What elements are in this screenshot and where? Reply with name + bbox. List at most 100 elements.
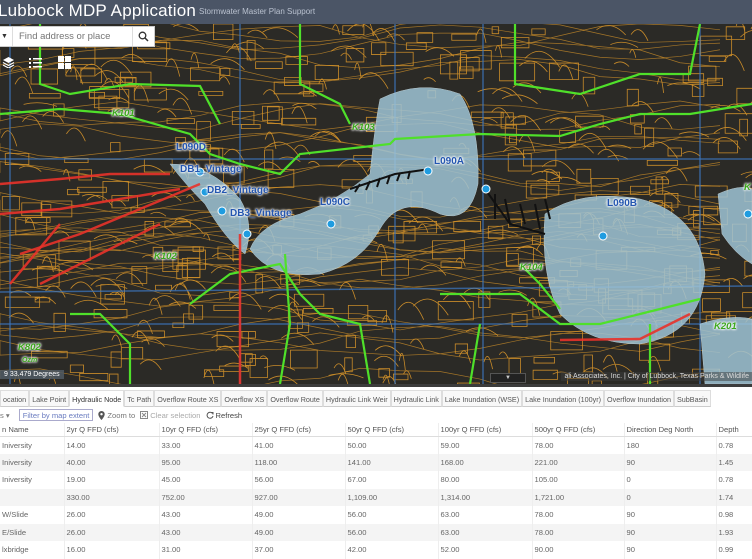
column-header[interactable]: 100yr Q FFD (cfs)	[438, 423, 533, 437]
map-pin-icon	[98, 410, 106, 420]
tab-hydraulic-link-weir[interactable]: Hydraulic Link Weir	[322, 390, 391, 407]
map-attribution: ali Associates, Inc. | City of Lubbock, …	[561, 372, 752, 381]
table-cell: 90	[624, 523, 717, 541]
search-widget: ▼	[0, 26, 155, 47]
map-view[interactable]: K101 K103 K102 K104 K802 K201 K Ozm L090…	[0, 24, 752, 384]
table-cell: 90	[624, 541, 717, 559]
column-header[interactable]: 50yr Q FFD (cfs)	[345, 423, 439, 437]
table-cell: 52.00	[438, 541, 533, 559]
zoom-to-button[interactable]: Zoom to	[107, 410, 136, 420]
table-cell: 43.00	[159, 523, 253, 541]
hydraulic-node	[598, 231, 608, 241]
table-cell: 118.00	[252, 453, 346, 471]
table-row[interactable]: 330.00 752.00 927.00 1,109.00 1,314.00 1,721.…	[0, 488, 752, 506]
overflow-route	[9, 223, 61, 285]
column-header[interactable]: 500yr Q FFD (cfs)	[532, 423, 625, 437]
overflow-route	[19, 182, 201, 256]
column-header[interactable]: 25yr Q FFD (cfs)	[252, 423, 346, 437]
tab-overflow-inundation[interactable]: Overflow Inundation	[604, 390, 674, 407]
table-cell: 752.00	[159, 488, 253, 506]
basin-boundary	[440, 292, 701, 326]
tab-lake-inundation-100yr-[interactable]: Lake Inundation (100yr)	[522, 390, 605, 407]
table-cell: 63.00	[438, 523, 533, 541]
search-input[interactable]	[13, 31, 132, 42]
basemap-gallery-icon[interactable]	[56, 55, 72, 69]
table-row[interactable]: Iniversity 19.00 45.00 56.00 67.00 80.00 105.0…	[0, 471, 752, 489]
table-cell: Iniversity	[0, 436, 65, 454]
search-icon	[138, 31, 149, 42]
table-cell: 0.99	[716, 541, 752, 559]
table-cell: 67.00	[345, 471, 439, 489]
table-cell: 26.00	[64, 506, 160, 524]
table-cell: 0	[624, 471, 717, 489]
table-cell: 80.00	[438, 471, 533, 489]
table-cell: 95.00	[159, 453, 253, 471]
basin-boundary	[189, 262, 372, 384]
table-cell: 78.00	[532, 506, 625, 524]
table-cell: 90	[624, 453, 717, 471]
lake-label[interactable]: DB1_Vintage	[180, 164, 242, 175]
table-row[interactable]: Iniversity 40.00 95.00 118.00 141.00 168.00 22…	[0, 453, 752, 471]
column-header[interactable]: 2yr Q FFD (cfs)	[64, 423, 160, 437]
app-header: Lubbock MDP Application Stormwater Maste…	[0, 0, 752, 24]
basin-boundary	[513, 24, 702, 96]
overflow-route	[0, 172, 170, 186]
tab-subbasin[interactable]: SubBasin	[673, 390, 711, 407]
tab-hydraulic-node[interactable]: Hydraulic Node	[69, 390, 125, 407]
search-button[interactable]	[132, 27, 154, 46]
tab-ocation[interactable]: ocation	[0, 390, 30, 407]
tab-hydraulic-link[interactable]: Hydraulic Link	[390, 390, 442, 407]
table-row[interactable]: lxbridge 16.00 31.00 37.00 42.00 52.00 90.00 90…	[0, 541, 752, 559]
basin-label: K201	[714, 321, 737, 332]
clear-selection-button[interactable]: Clear selection	[150, 410, 201, 420]
app-title: Lubbock MDP Application	[0, 1, 197, 20]
tab-overflow-route-xs[interactable]: Overflow Route XS	[154, 390, 222, 407]
column-header[interactable]: n Name	[0, 423, 65, 437]
lake-label[interactable]: L090A	[434, 156, 465, 167]
hydraulic-node	[195, 167, 205, 177]
table-cell: 1.93	[716, 523, 752, 541]
caret-down-icon: ▼	[1, 33, 8, 40]
table-cell	[0, 488, 65, 506]
table-cell: 221.00	[532, 453, 625, 471]
lake-label[interactable]: DB2_Vintage	[207, 185, 269, 196]
column-header[interactable]: 10yr Q FFD (cfs)	[159, 423, 253, 437]
table-cell: 59.00	[438, 436, 533, 454]
table-cell: 26.00	[64, 523, 160, 541]
table-row[interactable]: W/Slide 26.00 43.00 49.00 56.00 63.00 78.00 90 0…	[0, 506, 752, 524]
table-cell: 0	[624, 488, 717, 506]
tab-overflow-route[interactable]: Overflow Route	[267, 390, 323, 407]
lake-label[interactable]: L090C	[320, 197, 351, 208]
map-canvas[interactable]	[0, 24, 752, 384]
overflow-route	[0, 187, 181, 216]
search-source-dropdown[interactable]: ▼	[0, 27, 13, 46]
table-cell: 1.45	[716, 453, 752, 471]
scale-label: Ozm	[22, 357, 38, 364]
table-cell: 33.00	[159, 436, 253, 454]
lake-inundation	[717, 187, 752, 265]
hydraulic-node	[481, 184, 491, 194]
filter-by-extent-button[interactable]: Filter by map extent	[18, 409, 94, 421]
layers-icon[interactable]	[0, 55, 16, 69]
column-header[interactable]: Depth	[716, 423, 752, 437]
hydraulic-link-weir	[484, 188, 551, 235]
refresh-button[interactable]: Refresh	[215, 410, 243, 420]
table-cell: 1.74	[716, 488, 752, 506]
tab-tc-path[interactable]: Tc Path	[124, 390, 155, 407]
lake-label[interactable]: L090B	[607, 198, 638, 209]
tab-lake-point[interactable]: Lake Point	[29, 390, 70, 407]
table-row[interactable]: Iniversity 14.00 33.00 41.00 50.00 59.00 78.00…	[0, 436, 752, 454]
legend-icon[interactable]	[27, 55, 43, 69]
panel-toggle-button[interactable]: ▼	[490, 373, 526, 383]
column-header[interactable]: Direction Deg North	[624, 423, 717, 437]
options-menu-button[interactable]: s ▾	[0, 410, 10, 420]
lake-label[interactable]: L090D	[176, 142, 207, 153]
table-cell: 49.00	[252, 506, 346, 524]
table-cell: 1,109.00	[345, 488, 439, 506]
table-row[interactable]: E/Slide 26.00 43.00 49.00 56.00 63.00 78.00 90 1…	[0, 523, 752, 541]
lake-inundation	[699, 317, 752, 384]
table-cell: 90.00	[532, 541, 625, 559]
tab-lake-inundation-wse-[interactable]: Lake Inundation (WSE)	[441, 390, 523, 407]
tab-overflow-xs[interactable]: Overflow XS	[221, 390, 268, 407]
lake-label[interactable]: DB3_Vintage	[230, 208, 292, 219]
